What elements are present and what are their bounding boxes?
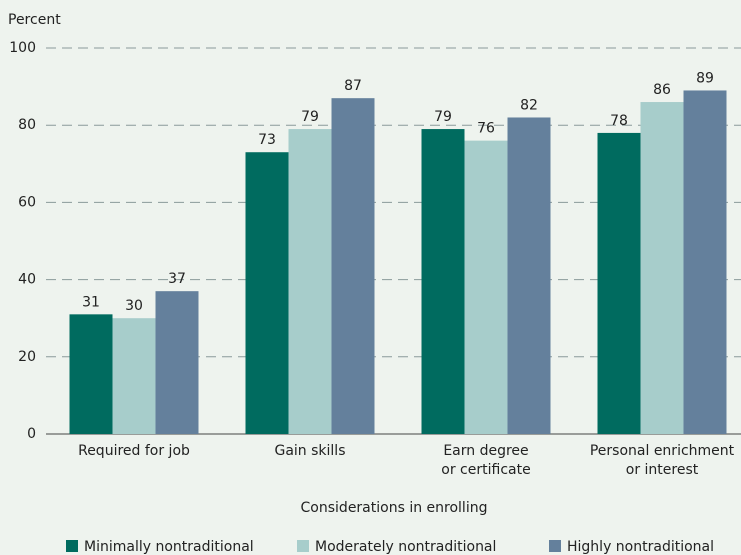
- value-label: 76: [477, 121, 495, 137]
- bar: [507, 117, 551, 434]
- y-tick-label: 20: [18, 349, 36, 365]
- x-tick-label: Earn degree or certificate: [441, 443, 531, 478]
- bar: [421, 129, 465, 434]
- value-label: 31: [82, 294, 100, 310]
- y-tick-label: 80: [18, 117, 36, 133]
- x-tick-label: Personal enrichment or interest: [589, 443, 735, 478]
- value-label: 79: [434, 109, 452, 125]
- bar: [155, 291, 199, 434]
- legend-label: Minimally nontraditional: [84, 539, 254, 555]
- bar: [331, 98, 375, 435]
- value-label: 89: [696, 70, 714, 86]
- legend-swatch: [297, 540, 309, 552]
- bar: [640, 102, 684, 434]
- y-tick-label: 0: [27, 426, 36, 442]
- y-tick-label: 60: [18, 194, 36, 210]
- bar: [597, 132, 641, 435]
- value-label: 30: [125, 298, 143, 314]
- y-axis-label: Percent: [8, 12, 61, 28]
- x-axis-label: Considerations in enrolling: [301, 500, 488, 516]
- bar: [69, 314, 113, 434]
- bar: [683, 90, 727, 435]
- value-label: 82: [520, 97, 538, 113]
- value-label: 79: [301, 109, 319, 125]
- bar: [245, 152, 289, 434]
- value-label: 73: [258, 132, 276, 148]
- bar: [288, 129, 332, 434]
- bar: [464, 140, 508, 434]
- y-tick-label: 40: [18, 272, 36, 288]
- legend-swatch: [549, 540, 561, 552]
- legend-label: Highly nontraditional: [567, 539, 714, 555]
- x-tick-label: Gain skills: [274, 443, 346, 459]
- y-tick-label: 100: [9, 40, 36, 56]
- value-label: 78: [610, 113, 628, 129]
- bar: [112, 318, 156, 434]
- legend-label: Moderately nontraditional: [315, 539, 496, 555]
- value-label: 87: [344, 78, 362, 94]
- value-label: 37: [168, 271, 186, 287]
- x-tick-label: Required for job: [78, 443, 190, 459]
- legend-swatch: [66, 540, 78, 552]
- value-label: 86: [653, 82, 671, 98]
